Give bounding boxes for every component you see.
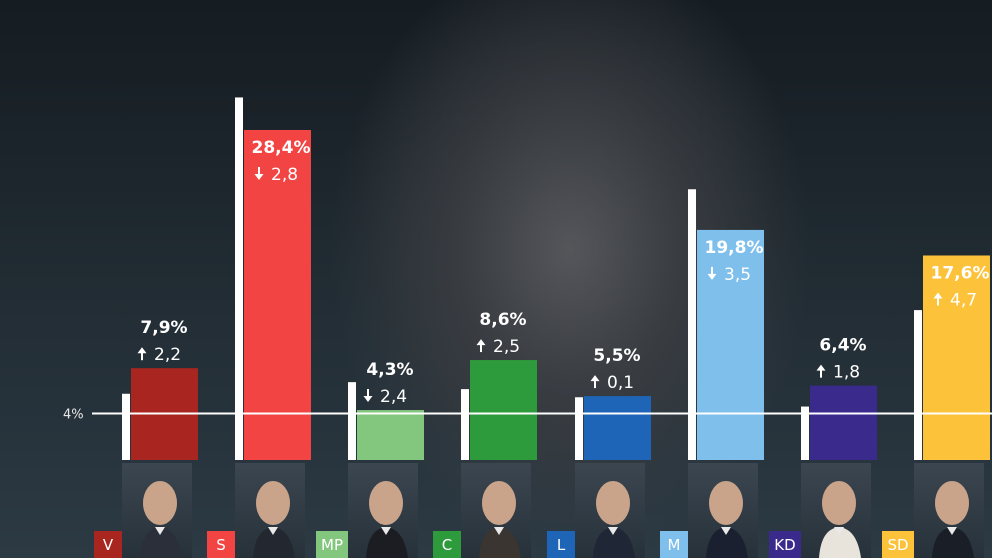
change-label-kd: 1,8 — [833, 363, 860, 383]
value-label-sd: 17,6% — [931, 263, 990, 283]
person-icon — [479, 481, 521, 558]
bar-c — [470, 360, 537, 460]
change-arrow-down-icon — [363, 389, 373, 403]
change-label-m: 3,5 — [724, 265, 751, 285]
labels-layer: 7,9% 2,2 28,4% 2,8 4,3% 2,4 8,6% 2,5 5,5% 0,1 19,8… — [137, 138, 990, 407]
person-icon — [593, 481, 635, 558]
leader-portrait-c — [461, 463, 531, 558]
bars-layer — [122, 97, 990, 461]
change-label-mp: 2,4 — [380, 387, 407, 407]
person-icon — [253, 481, 295, 558]
previous-bar-l — [575, 397, 583, 460]
change-label-s: 2,8 — [271, 165, 298, 185]
person-icon — [819, 481, 861, 558]
value-label-kd: 6,4% — [819, 336, 866, 356]
party-badge-l: L — [547, 531, 575, 558]
previous-bar-kd — [801, 406, 809, 460]
change-label-sd: 4,7 — [950, 290, 977, 310]
previous-bar-c — [461, 389, 469, 460]
previous-bar-sd — [914, 310, 922, 460]
change-arrow-up-icon — [476, 339, 486, 353]
person-icon — [706, 481, 748, 558]
bar-l — [584, 396, 651, 460]
party-badge-c: C — [433, 531, 461, 558]
bar-s — [244, 129, 311, 460]
bar-mp — [357, 410, 424, 460]
previous-bar-mp — [348, 382, 356, 460]
change-arrow-down-icon — [254, 166, 264, 180]
change-arrow-up-icon — [816, 364, 826, 378]
change-label-c: 2,5 — [493, 337, 520, 357]
value-label-s: 28,4% — [252, 138, 311, 158]
change-arrow-up-icon — [933, 292, 943, 306]
threshold-label: 4% — [63, 408, 84, 423]
party-badge-kd: KD — [769, 531, 801, 558]
leader-portrait-kd — [801, 463, 871, 558]
value-label-m: 19,8% — [705, 238, 764, 258]
bar-kd — [810, 385, 877, 460]
party-badge-sd: SD — [882, 531, 914, 558]
value-label-v: 7,9% — [140, 318, 187, 338]
previous-bar-v — [122, 393, 130, 460]
bar-m — [697, 229, 764, 460]
leader-portrait-s — [235, 463, 305, 558]
leader-portrait-sd — [914, 463, 984, 558]
value-label-l: 5,5% — [593, 346, 640, 366]
bar-sd — [923, 255, 990, 460]
previous-bar-s — [235, 97, 243, 461]
party-badge-m: M — [660, 531, 688, 558]
change-label-l: 0,1 — [607, 373, 634, 393]
change-arrow-down-icon — [707, 266, 717, 280]
change-label-v: 2,2 — [154, 345, 181, 365]
party-badge-s: S — [207, 531, 235, 558]
change-arrow-up-icon — [590, 375, 600, 389]
change-arrow-up-icon — [137, 347, 147, 361]
party-badge-mp: MP — [316, 531, 348, 558]
leader-portrait-mp — [348, 463, 418, 558]
value-label-mp: 4,3% — [366, 360, 413, 380]
value-label-c: 8,6% — [479, 310, 526, 330]
person-icon — [366, 481, 408, 558]
previous-bar-m — [688, 189, 696, 460]
leader-portrait-v — [122, 463, 192, 558]
person-icon — [140, 481, 182, 558]
leader-portrait-m — [688, 463, 758, 558]
person-icon — [932, 481, 974, 558]
party-badge-v: V — [94, 531, 122, 558]
leader-portrait-l — [575, 463, 645, 558]
